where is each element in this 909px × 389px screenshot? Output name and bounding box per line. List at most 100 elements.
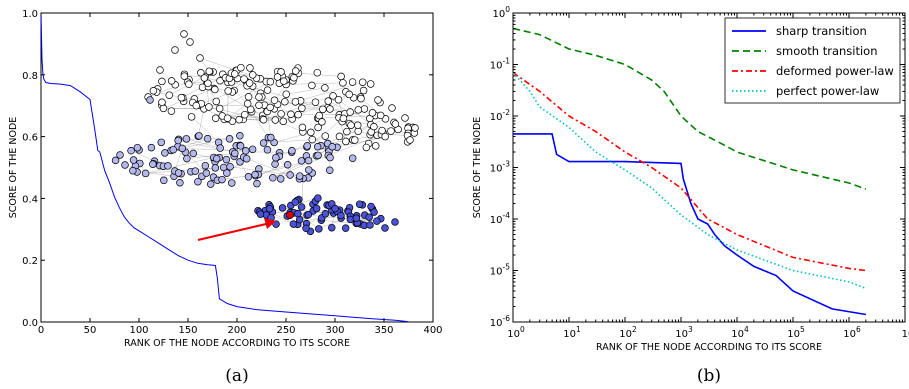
x-axis-label: RANK OF THE NODE ACCORDING TO ITS SCORE: [124, 338, 350, 349]
network-node: [347, 121, 355, 129]
network-node: [298, 104, 306, 112]
network-node: [202, 169, 211, 177]
panel-label-a: (a): [225, 366, 248, 386]
network-node: [365, 213, 373, 221]
network-node: [205, 67, 214, 76]
network-edge: [222, 115, 293, 120]
network-node: [248, 145, 257, 154]
legend-label: perfect power-law: [776, 84, 879, 98]
network-node: [294, 209, 302, 218]
network-node: [211, 164, 220, 172]
network-node: [192, 101, 201, 110]
series-line: [512, 71, 867, 290]
network-node: [158, 77, 166, 86]
network-node: [313, 68, 322, 77]
network-node: [353, 121, 362, 130]
network-edge: [198, 108, 205, 137]
network-node: [341, 224, 350, 232]
legend-label: deformed power-law: [776, 64, 894, 78]
x-tick-label: 100: [129, 325, 148, 336]
network-node: [387, 127, 395, 135]
network-node: [307, 128, 315, 137]
network-node: [279, 117, 288, 126]
network-node: [204, 79, 212, 88]
y-tick-label: 0.0: [22, 318, 38, 329]
network-node: [357, 94, 365, 103]
x-tick-label: 104: [731, 325, 749, 340]
network-node: [164, 162, 172, 170]
network-node: [177, 93, 186, 102]
network-edge: [227, 103, 248, 119]
network-node: [288, 146, 296, 155]
legend-box: [724, 17, 901, 104]
network-node: [312, 204, 321, 213]
network-node: [259, 115, 268, 124]
x-tick-label: 102: [619, 325, 637, 340]
network-node: [194, 177, 202, 186]
network-node: [297, 203, 306, 211]
network-node: [223, 169, 231, 177]
network-node: [354, 106, 363, 114]
network-node: [146, 96, 154, 104]
network-node: [391, 120, 400, 128]
network-node: [302, 224, 310, 233]
network-node: [406, 136, 414, 144]
network-node: [240, 75, 248, 83]
network-node: [329, 92, 337, 100]
network-node: [273, 73, 282, 81]
network-node: [360, 105, 369, 113]
network-node: [286, 171, 294, 179]
network-node: [289, 220, 298, 228]
arrow-head: [264, 218, 276, 229]
network-node: [351, 136, 359, 144]
y-tick-label: 10-4: [490, 211, 510, 226]
network-node: [345, 90, 353, 99]
network-node: [180, 30, 188, 38]
network-node: [158, 98, 166, 107]
x-tick-label: 350: [374, 325, 393, 336]
network-node: [281, 97, 289, 106]
network-node: [269, 174, 277, 182]
network-node: [401, 114, 409, 122]
network-node: [280, 77, 288, 85]
network-node: [231, 70, 239, 78]
network-node: [111, 156, 120, 165]
network-node: [304, 156, 313, 165]
network-edge: [328, 134, 382, 156]
network-node: [313, 142, 322, 151]
network-node: [370, 122, 378, 131]
network-node: [308, 81, 316, 90]
network-node: [171, 46, 179, 54]
network-node: [283, 161, 292, 169]
x-axis-label: RANK OF THE NODE ACCORDING TO ITS SCORE: [596, 342, 822, 353]
network-node: [328, 143, 337, 151]
network-node: [266, 78, 275, 86]
network-node: [339, 79, 347, 87]
y-tick-label: 10-1: [490, 57, 510, 72]
network-node: [381, 132, 389, 141]
y-axis-label: SCORE OF THE NODE: [8, 117, 19, 219]
network-node: [287, 110, 295, 118]
arrow-shaft: [197, 223, 267, 241]
network-node: [176, 178, 184, 187]
network-node: [271, 160, 279, 168]
network-nodes: [111, 30, 419, 236]
network-node: [165, 91, 173, 99]
y-tick-label: 1.0: [22, 9, 38, 20]
network-node: [314, 123, 322, 132]
network-node: [339, 114, 348, 123]
network-node: [311, 98, 320, 106]
network-node: [174, 136, 182, 145]
network-node: [157, 138, 166, 147]
network-node: [314, 194, 322, 202]
network-edge: [264, 102, 316, 106]
x-tick-label: 10: [902, 329, 909, 340]
network-node: [277, 68, 285, 76]
x-tick-label: 103: [675, 325, 693, 340]
network-edge: [186, 138, 221, 149]
legend: sharp transition smooth transition deforme…: [724, 17, 901, 104]
network-node: [211, 85, 219, 94]
network-node: [391, 218, 399, 226]
series-line: [513, 133, 867, 316]
network-node: [182, 135, 191, 143]
